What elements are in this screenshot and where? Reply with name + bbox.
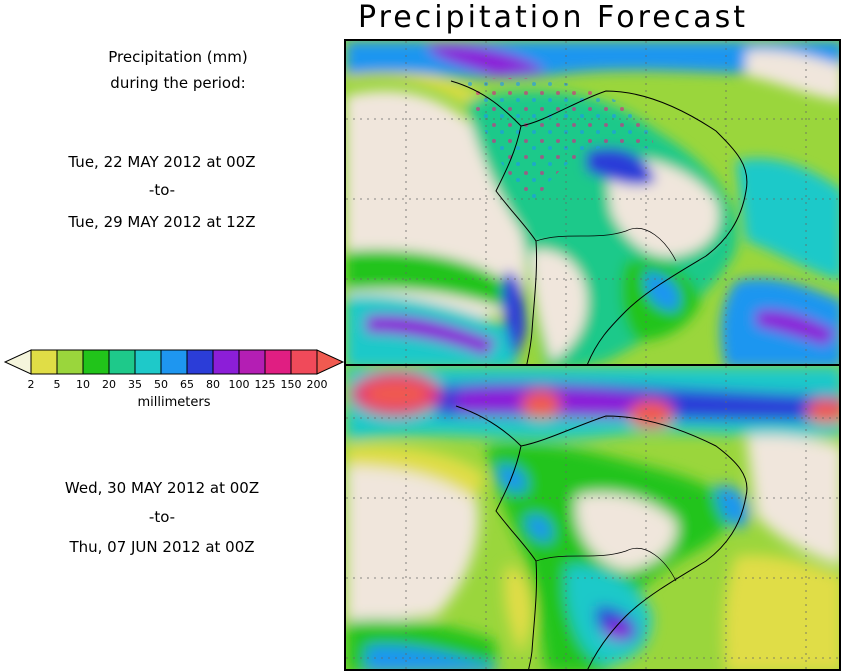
legend-unit-label: millimeters [138,395,211,410]
legend-tick-label: 100 [229,378,250,391]
legend-tick-label: 20 [102,378,116,391]
legend-box [212,349,240,375]
legend-tick-label: 35 [128,378,142,391]
period1-start: Tue, 22 MAY 2012 at 00Z [68,153,256,171]
legend-tick-label: 10 [76,378,90,391]
map-panel-period1 [344,39,841,366]
legend-box [82,349,110,375]
period2-separator: -to- [148,508,176,526]
period1-end: Tue, 29 MAY 2012 at 12Z [68,213,256,231]
legend-tick-label: 5 [54,378,61,391]
period2-end: Thu, 07 JUN 2012 at 00Z [69,538,255,556]
period2-start: Wed, 30 MAY 2012 at 00Z [64,479,260,497]
page-title: Precipitation Forecast [358,0,748,35]
color-legend: 2 5 10 20 35 50 65 80 100 125 150 200 millimeters [0,344,345,424]
precipitation-map-period1 [346,41,839,364]
legend-box [134,349,162,375]
legend-tick-label: 200 [307,378,328,391]
map-panel-period2 [344,364,841,671]
legend-box [186,349,214,375]
precipitation-map-period2 [346,366,839,669]
legend-colorbar: 2 5 10 20 35 50 65 80 100 125 150 200 millimeters [3,349,345,410]
header-line-2: during the period: [110,74,246,92]
legend-arrow-high [316,349,345,375]
legend-box [160,349,188,375]
legend-tick-label: 2 [28,378,35,391]
legend-tick-label: 150 [281,378,302,391]
legend-tick-label: 125 [255,378,276,391]
legend-box [30,349,58,375]
legend-tick-label: 80 [206,378,220,391]
legend-box [264,349,292,375]
legend-arrow-low [3,349,32,375]
legend-box [56,349,84,375]
legend-box [290,349,318,375]
header-line-1: Precipitation (mm) [108,48,248,66]
legend-tick-label: 50 [154,378,168,391]
legend-box [108,349,136,375]
period1-separator: -to- [148,181,176,199]
legend-box [238,349,266,375]
legend-tick-label: 65 [180,378,194,391]
